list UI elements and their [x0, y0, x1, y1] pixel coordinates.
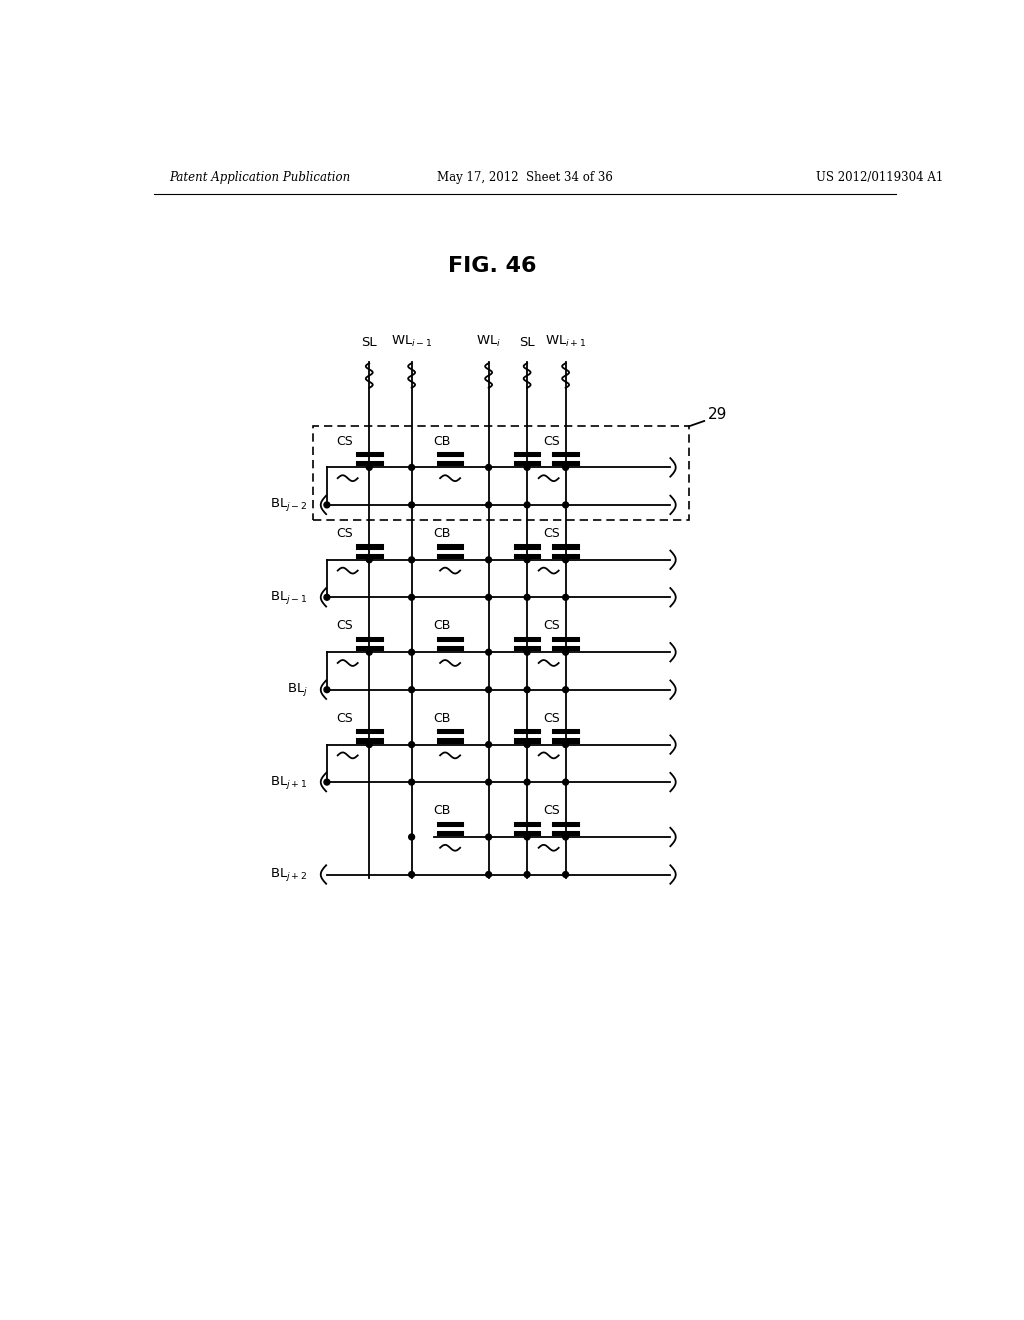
- Circle shape: [485, 557, 492, 562]
- Circle shape: [562, 502, 568, 508]
- Circle shape: [324, 594, 330, 601]
- Circle shape: [524, 686, 530, 693]
- Circle shape: [562, 834, 568, 840]
- Circle shape: [562, 686, 568, 693]
- Circle shape: [485, 686, 492, 693]
- Circle shape: [409, 557, 415, 562]
- Text: CS: CS: [544, 711, 560, 725]
- Circle shape: [324, 686, 330, 693]
- Circle shape: [367, 649, 372, 655]
- Text: CS: CS: [544, 434, 560, 447]
- Text: Patent Application Publication: Patent Application Publication: [169, 172, 350, 185]
- Circle shape: [524, 649, 530, 655]
- Text: CS: CS: [336, 711, 353, 725]
- Text: CS: CS: [336, 527, 353, 540]
- Circle shape: [324, 779, 330, 785]
- Circle shape: [485, 742, 492, 747]
- Text: SL: SL: [361, 337, 377, 350]
- Circle shape: [409, 502, 415, 508]
- Circle shape: [409, 594, 415, 601]
- Circle shape: [562, 779, 568, 785]
- Circle shape: [524, 557, 530, 562]
- Circle shape: [485, 594, 492, 601]
- Circle shape: [409, 686, 415, 693]
- Text: BL$_{j+1}$: BL$_{j+1}$: [270, 774, 307, 791]
- Text: WL$_{i+1}$: WL$_{i+1}$: [545, 334, 587, 350]
- Circle shape: [524, 594, 530, 601]
- Text: CB: CB: [434, 711, 452, 725]
- Circle shape: [485, 871, 492, 878]
- Circle shape: [409, 649, 415, 655]
- Text: CB: CB: [434, 619, 452, 632]
- Text: 29: 29: [708, 408, 727, 422]
- Text: FIG. 46: FIG. 46: [449, 256, 537, 276]
- Bar: [313, 426, 689, 520]
- Text: May 17, 2012  Sheet 34 of 36: May 17, 2012 Sheet 34 of 36: [437, 172, 612, 185]
- Text: CS: CS: [336, 434, 353, 447]
- Circle shape: [562, 742, 568, 747]
- Text: CS: CS: [544, 527, 560, 540]
- Circle shape: [524, 465, 530, 470]
- Circle shape: [367, 465, 372, 470]
- Text: CB: CB: [434, 434, 452, 447]
- Circle shape: [524, 742, 530, 747]
- Circle shape: [485, 834, 492, 840]
- Text: CS: CS: [336, 619, 353, 632]
- Circle shape: [562, 871, 568, 878]
- Circle shape: [562, 594, 568, 601]
- Text: CS: CS: [544, 619, 560, 632]
- Circle shape: [485, 502, 492, 508]
- Circle shape: [409, 779, 415, 785]
- Text: BL$_{j}$: BL$_{j}$: [287, 681, 307, 698]
- Text: SL: SL: [519, 337, 535, 350]
- Circle shape: [562, 465, 568, 470]
- Circle shape: [524, 502, 530, 508]
- Text: WL$_i$: WL$_i$: [476, 334, 501, 350]
- Text: CB: CB: [434, 804, 452, 817]
- Circle shape: [485, 649, 492, 655]
- Circle shape: [409, 871, 415, 878]
- Text: CS: CS: [544, 804, 560, 817]
- Circle shape: [524, 834, 530, 840]
- Circle shape: [324, 502, 330, 508]
- Text: BL$_{j+2}$: BL$_{j+2}$: [270, 866, 307, 883]
- Circle shape: [562, 557, 568, 562]
- Circle shape: [485, 465, 492, 470]
- Circle shape: [562, 649, 568, 655]
- Circle shape: [524, 871, 530, 878]
- Text: CB: CB: [434, 527, 452, 540]
- Text: BL$_{j-2}$: BL$_{j-2}$: [270, 496, 307, 513]
- Circle shape: [409, 465, 415, 470]
- Circle shape: [367, 742, 372, 747]
- Circle shape: [409, 742, 415, 747]
- Circle shape: [409, 834, 415, 840]
- Circle shape: [367, 557, 372, 562]
- Circle shape: [485, 779, 492, 785]
- Text: BL$_{j-1}$: BL$_{j-1}$: [270, 589, 307, 606]
- Text: US 2012/0119304 A1: US 2012/0119304 A1: [816, 172, 943, 185]
- Circle shape: [524, 779, 530, 785]
- Text: WL$_{i-1}$: WL$_{i-1}$: [391, 334, 432, 350]
